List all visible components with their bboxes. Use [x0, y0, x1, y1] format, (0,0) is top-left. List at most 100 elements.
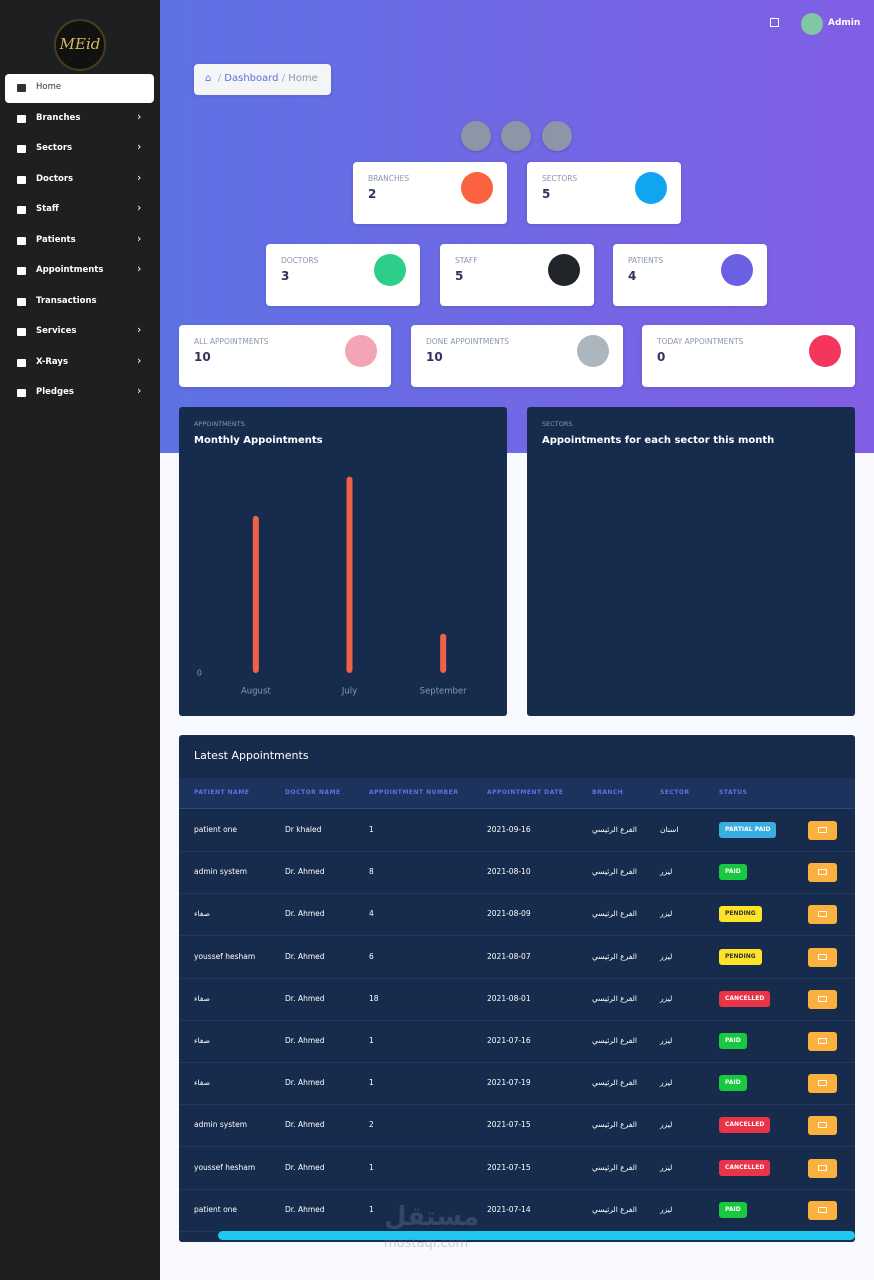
- nav-icon: [17, 328, 26, 336]
- nav-item[interactable]: Patients ›: [5, 227, 154, 256]
- nav-label[interactable]: Home: [36, 82, 62, 92]
- nav-icon: [17, 297, 26, 306]
- scrollbar[interactable]: [218, 1231, 855, 1240]
- quick-action[interactable]: [461, 121, 491, 151]
- table-row: [179, 979, 855, 1021]
- table-cell: Dr. Ahmed: [285, 1120, 325, 1130]
- nav-item[interactable]: Doctors ›: [5, 166, 154, 195]
- view-button[interactable]: [808, 1158, 837, 1178]
- nav-item[interactable]: Pledges ›: [5, 379, 154, 408]
- table-header: [179, 778, 855, 809]
- button-icon: [818, 953, 827, 960]
- stat-card: PATIENTS 4: [613, 244, 767, 306]
- stat-label: PATIENTS: [628, 256, 664, 265]
- screen-icon[interactable]: [770, 18, 779, 27]
- nav-label[interactable]: Doctors: [36, 173, 74, 184]
- table-cell: الفرع الرئيسي: [592, 1078, 637, 1088]
- breadcrumb-item: Home: [288, 73, 318, 84]
- table-cell: 1: [369, 1036, 374, 1045]
- nav-chevron: ›: [137, 231, 142, 245]
- status-badge: PENDING: [719, 906, 762, 923]
- view-button[interactable]: [808, 821, 837, 840]
- user-name[interactable]: Admin: [828, 18, 861, 28]
- nav-item[interactable]: Home: [5, 74, 154, 103]
- nav-item[interactable]: Services ›: [5, 318, 154, 347]
- table-cell: 1: [369, 1204, 374, 1214]
- table-cell: 1: [369, 825, 374, 834]
- view-button[interactable]: [808, 1032, 837, 1051]
- home-icon[interactable]: ⌂: [205, 73, 212, 84]
- table-cell: الفرع الرئيسي: [592, 1120, 637, 1130]
- table-row: [179, 937, 855, 979]
- view-button[interactable]: [808, 1074, 837, 1094]
- table-cell: ليزر: [660, 1204, 673, 1214]
- button-icon: [818, 1164, 827, 1171]
- table-cell: الفرع الرئيسي: [592, 825, 637, 834]
- table-cell: 1: [369, 1078, 374, 1088]
- table-cell: الفرع الرئيسي: [592, 1036, 637, 1045]
- quick-action[interactable]: [501, 121, 531, 151]
- status-badge: PAID: [719, 864, 747, 881]
- status-badge: PARTIAL PAID: [719, 822, 777, 838]
- nav-item[interactable]: Branches ›: [5, 105, 154, 134]
- avatar[interactable]: [801, 13, 823, 35]
- table-cell: Dr. Ahmed: [285, 867, 325, 877]
- table-cell: صفاء: [194, 1036, 210, 1045]
- table-cell: 2021-08-01: [487, 993, 531, 1003]
- view-button[interactable]: [808, 947, 837, 967]
- nav-icon: [17, 175, 26, 184]
- nav-label[interactable]: Appointments: [36, 265, 104, 275]
- view-button[interactable]: [808, 989, 837, 1009]
- nav-label[interactable]: Staff: [36, 204, 59, 214]
- table-cell: youssef hesham: [194, 951, 256, 961]
- table-cell: Dr. Ahmed: [285, 1162, 325, 1172]
- stat-card: SECTORS 5: [527, 162, 681, 224]
- bar: [440, 633, 447, 673]
- chart-subtitle: SECTORS: [542, 420, 573, 428]
- table-cell: 2021-09-16: [487, 825, 531, 834]
- stat-icon: [809, 335, 841, 367]
- stat-card: DOCTORS 3: [266, 244, 420, 306]
- breadcrumb-item[interactable]: Dashboard: [224, 73, 279, 84]
- nav-label[interactable]: Patients: [36, 234, 76, 245]
- table-cell: 2021-07-19: [487, 1078, 531, 1088]
- nav-label[interactable]: Branches: [36, 112, 81, 123]
- stat-icon: [548, 254, 580, 286]
- stat-card: BRANCHES 2: [353, 162, 507, 224]
- nav-label[interactable]: Pledges: [36, 387, 74, 397]
- view-button[interactable]: [808, 1116, 837, 1136]
- stat-label: SECTORS: [542, 174, 578, 183]
- nav-chevron: ›: [137, 262, 142, 275]
- nav-label[interactable]: X-Rays: [36, 356, 69, 367]
- button-icon: [818, 1206, 827, 1213]
- table-row: [179, 1105, 855, 1148]
- nav-item[interactable]: Transactions: [5, 288, 154, 317]
- view-button[interactable]: [808, 1200, 837, 1220]
- breadcrumb: ⌂ / Dashboard / Home: [194, 64, 331, 95]
- table-cell: 4: [369, 909, 374, 919]
- view-button[interactable]: [808, 905, 837, 925]
- nav-label[interactable]: Sectors: [36, 143, 73, 153]
- stat-value: 10: [426, 350, 443, 364]
- table-cell: الفرع الرئيسي: [592, 909, 637, 919]
- nav-chevron: ›: [137, 170, 142, 184]
- x-tick-label: September: [420, 687, 467, 697]
- nav-item[interactable]: Staff ›: [5, 196, 154, 225]
- table-cell: ليزر: [660, 1120, 673, 1130]
- table-cell: ليزر: [660, 1078, 673, 1088]
- view-button[interactable]: [808, 863, 837, 883]
- nav-label[interactable]: Services: [36, 326, 77, 336]
- table-card: Latest Appointments PATIENT NAME DOCTOR N…: [179, 735, 855, 1242]
- nav-item[interactable]: Appointments ›: [5, 257, 154, 286]
- table-cell: 2021-08-09: [487, 909, 531, 919]
- logo: MEid: [54, 19, 106, 71]
- column-header: DOCTOR NAME: [285, 789, 341, 796]
- table-cell: 2021-07-15: [487, 1120, 531, 1130]
- nav-item[interactable]: Sectors ›: [5, 135, 154, 164]
- nav-item[interactable]: X-Rays ›: [5, 349, 154, 378]
- quick-action[interactable]: [542, 121, 572, 151]
- column-header: SECTOR: [660, 789, 690, 796]
- nav-label[interactable]: Transactions: [36, 295, 97, 306]
- stat-card: TODAY APPOINTMENTS 0: [642, 325, 855, 387]
